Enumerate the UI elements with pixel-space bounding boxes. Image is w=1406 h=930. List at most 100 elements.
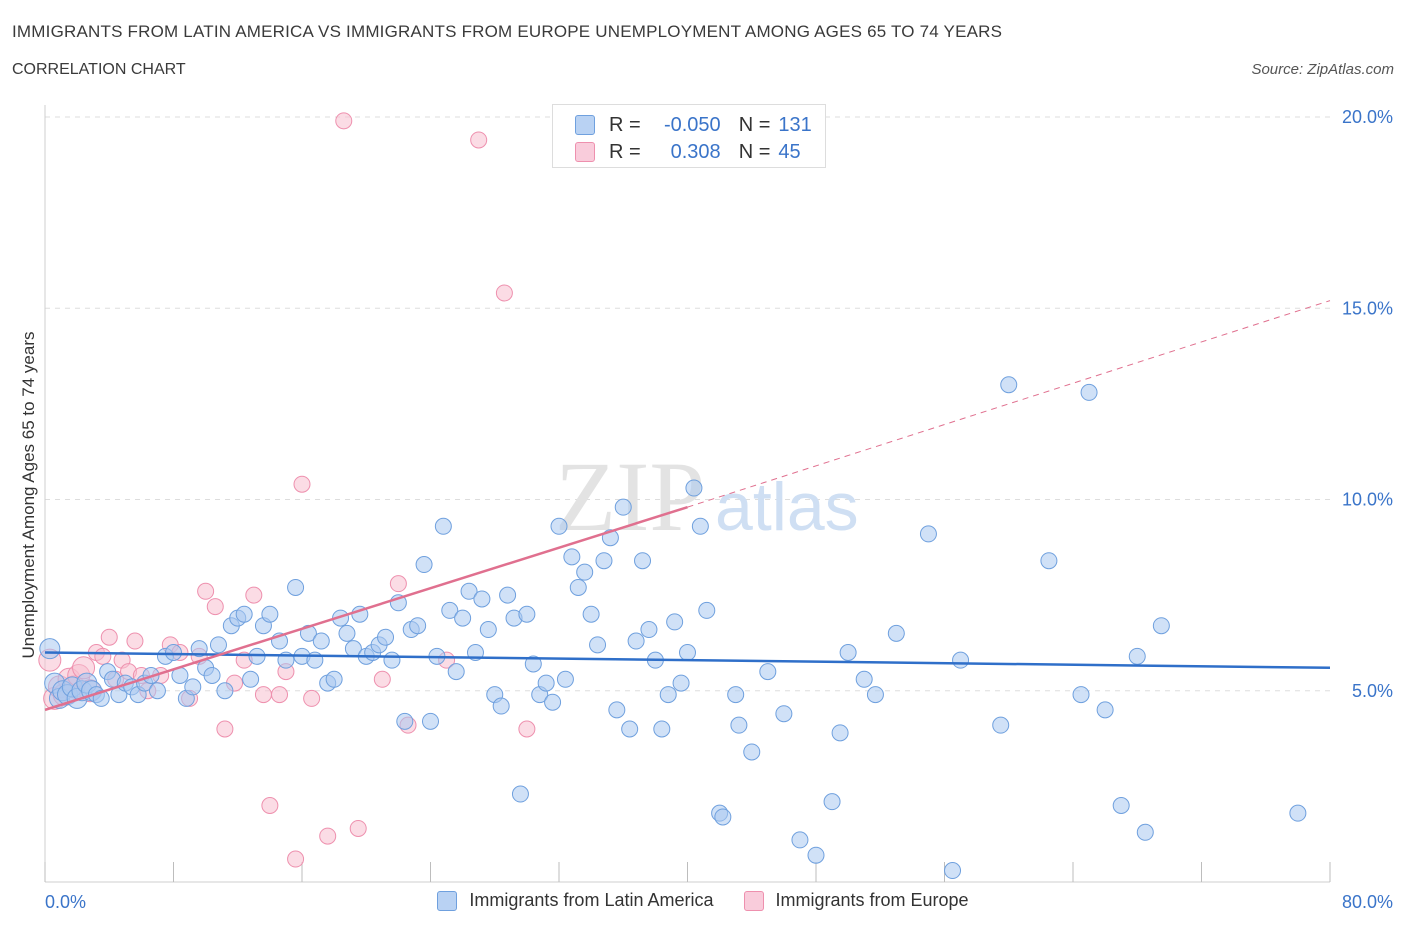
trend-line-europe xyxy=(44,505,688,712)
data-point-latin xyxy=(377,628,395,646)
data-point-latin xyxy=(441,601,459,619)
data-point-latin xyxy=(887,624,905,642)
data-point-latin xyxy=(1080,383,1098,401)
y-tick-label: 15.0% xyxy=(1342,298,1393,318)
data-point-latin xyxy=(383,651,401,669)
legend-n-value-europe: 45 xyxy=(778,140,801,163)
data-point-europe xyxy=(373,670,391,688)
data-point-latin xyxy=(582,605,600,623)
data-point-latin xyxy=(299,624,317,642)
legend-swatch-europe xyxy=(743,890,764,911)
chart-subtitle: CORRELATION CHART xyxy=(12,61,186,78)
data-point-latin xyxy=(640,621,658,639)
data-point-latin xyxy=(691,517,709,535)
data-point-latin xyxy=(855,670,873,688)
data-point-latin xyxy=(1000,376,1018,394)
data-point-europe xyxy=(349,819,367,837)
data-point-latin xyxy=(666,613,684,631)
data-point-latin xyxy=(203,666,221,684)
data-point-latin xyxy=(422,712,439,730)
data-point-latin xyxy=(473,590,491,608)
data-point-latin xyxy=(614,498,632,516)
data-point-latin xyxy=(576,563,594,581)
legend-row-latin: R = -0.050 N = 131 xyxy=(575,114,812,136)
y-tick-label: 20.0% xyxy=(1342,107,1393,127)
data-point-latin xyxy=(730,716,748,734)
data-point-latin xyxy=(679,644,696,661)
data-point-europe xyxy=(495,284,513,302)
legend-item-latin: Immigrants from Latin America xyxy=(437,890,714,911)
data-point-latin xyxy=(454,609,472,627)
legend-r-label: R = xyxy=(609,140,641,163)
data-point-latin xyxy=(1289,804,1307,822)
data-point-latin xyxy=(165,644,182,661)
legend-swatch-latin xyxy=(437,890,458,911)
data-point-latin xyxy=(621,720,639,738)
data-point-latin xyxy=(1040,552,1058,570)
data-point-latin xyxy=(537,674,555,692)
data-point-latin xyxy=(39,638,61,660)
data-point-europe xyxy=(254,686,272,704)
data-point-europe xyxy=(389,575,407,593)
data-point-latin xyxy=(653,720,671,738)
data-point-latin xyxy=(831,724,849,742)
series-europe xyxy=(38,112,536,868)
legend-n-label: N = xyxy=(738,113,771,136)
data-point-latin xyxy=(499,586,517,604)
legend-label-latin: Immigrants from Latin America xyxy=(469,890,714,910)
data-point-latin xyxy=(518,605,536,623)
legend-item-europe: Immigrants from Europe xyxy=(743,890,969,911)
grid-lines xyxy=(45,116,1330,692)
data-point-latin xyxy=(685,479,703,497)
data-point-latin xyxy=(1096,701,1114,719)
data-point-latin xyxy=(1152,617,1170,635)
data-point-latin xyxy=(550,517,568,535)
data-point-latin xyxy=(460,582,478,600)
data-point-europe xyxy=(261,797,279,814)
x-tick-label: 0.0% xyxy=(45,892,86,912)
data-point-latin xyxy=(544,693,562,711)
data-point-latin xyxy=(184,678,202,696)
data-point-latin xyxy=(148,682,166,700)
data-point-latin xyxy=(447,663,465,681)
data-point-latin xyxy=(698,601,716,619)
data-point-latin xyxy=(992,716,1010,734)
data-point-europe xyxy=(470,131,488,149)
data-point-latin xyxy=(727,686,745,704)
legend-swatch-latin xyxy=(575,115,595,135)
data-point-europe xyxy=(293,475,311,493)
data-point-latin xyxy=(261,605,279,623)
data-point-latin xyxy=(569,578,587,596)
data-point-latin xyxy=(672,674,690,692)
data-point-europe xyxy=(126,632,144,650)
series-latin-america xyxy=(39,376,1307,880)
correlation-legend: R = -0.050 N = 131 R = 0.308 N = 45 xyxy=(552,104,826,168)
data-point-europe xyxy=(100,628,118,646)
chart-title: IMMIGRANTS FROM LATIN AMERICA VS IMMIGRA… xyxy=(12,22,1003,41)
data-point-europe xyxy=(197,582,215,600)
data-point-latin xyxy=(563,548,581,566)
legend-swatch-europe xyxy=(575,142,595,162)
data-point-europe xyxy=(319,827,337,845)
trend-line-europe-extension xyxy=(687,300,1331,508)
data-point-latin xyxy=(944,862,962,880)
legend-r-value-europe: 0.308 xyxy=(670,140,721,163)
data-point-latin xyxy=(216,682,234,700)
data-point-europe xyxy=(287,850,305,868)
data-point-latin xyxy=(608,701,626,719)
data-point-latin xyxy=(866,686,884,704)
data-point-latin xyxy=(775,705,793,723)
data-point-latin xyxy=(1136,823,1154,841)
legend-r-label: R = xyxy=(609,113,641,136)
legend-row-europe: R = 0.308 N = 45 xyxy=(575,141,801,163)
data-point-latin xyxy=(1072,686,1090,704)
trend-line-latin xyxy=(44,651,1331,670)
data-point-latin xyxy=(415,556,433,574)
data-point-latin xyxy=(791,831,809,849)
data-point-latin xyxy=(807,846,825,864)
data-point-latin xyxy=(479,621,497,639)
data-point-latin xyxy=(312,632,330,650)
data-point-latin xyxy=(743,743,761,761)
data-point-latin xyxy=(1112,797,1130,814)
